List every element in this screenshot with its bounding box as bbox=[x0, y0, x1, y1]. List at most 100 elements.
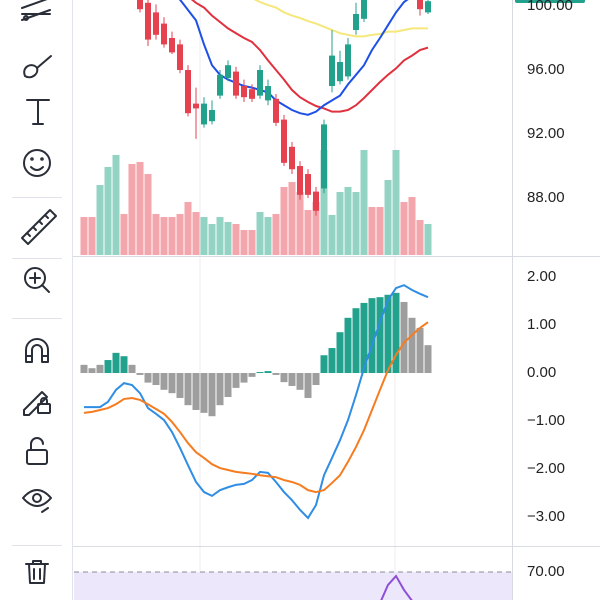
rsi-band bbox=[74, 571, 512, 600]
volume-bar bbox=[320, 150, 328, 255]
volume-bar bbox=[184, 202, 192, 255]
macd-histogram-bar bbox=[152, 373, 160, 386]
volume-bar bbox=[304, 210, 312, 255]
volume-bar bbox=[128, 164, 136, 255]
macd-histogram-bar bbox=[368, 298, 376, 374]
volume-bar bbox=[392, 150, 400, 255]
macd-histogram-bar bbox=[184, 373, 192, 406]
tool-magnet[interactable] bbox=[25, 338, 49, 363]
volume-bar bbox=[120, 214, 128, 255]
macd-histogram-bar bbox=[424, 345, 432, 374]
toolbar bbox=[12, 0, 62, 584]
candle-body bbox=[265, 86, 271, 101]
indicator-line bbox=[253, 0, 428, 38]
macd-histogram-bar bbox=[288, 373, 296, 386]
volume-bar bbox=[96, 185, 104, 255]
candle-body bbox=[153, 12, 159, 35]
tool-text[interactable] bbox=[26, 99, 50, 125]
tool-zoom[interactable] bbox=[24, 267, 50, 293]
y-tick-label: 0.00 bbox=[527, 364, 556, 381]
macd-histogram-bar bbox=[264, 371, 272, 374]
candle-body bbox=[417, 0, 423, 10]
pane bbox=[80, 0, 432, 255]
candle-body bbox=[313, 191, 319, 211]
macd-histogram-bar bbox=[136, 373, 144, 375]
macd-histogram-bar bbox=[80, 364, 88, 374]
macd-histogram-bar bbox=[208, 373, 216, 417]
tool-lock[interactable] bbox=[26, 437, 48, 465]
tool-ruler[interactable] bbox=[21, 209, 57, 245]
y-tick-label: 92.00 bbox=[527, 125, 565, 142]
volume-bar bbox=[296, 192, 304, 255]
macd-histogram-bar bbox=[248, 373, 256, 377]
candle-body bbox=[425, 1, 431, 13]
macd-histogram-bar bbox=[352, 308, 360, 374]
macd-histogram-bar bbox=[232, 373, 240, 388]
tool-brush[interactable] bbox=[23, 55, 52, 79]
volume-bar bbox=[144, 174, 152, 255]
volume-bar bbox=[256, 212, 264, 255]
candle-body bbox=[193, 103, 199, 109]
volume-bar bbox=[312, 202, 320, 255]
macd-histogram-bar bbox=[128, 364, 136, 374]
macd-histogram-bar bbox=[216, 373, 224, 406]
volume-bar bbox=[272, 214, 280, 255]
volume-bar bbox=[336, 192, 344, 255]
volume-bar bbox=[360, 150, 368, 255]
indicator-line bbox=[380, 574, 413, 600]
candle-body bbox=[345, 44, 351, 77]
volume-bar bbox=[288, 182, 296, 255]
tool-lines[interactable] bbox=[21, 0, 51, 21]
indicator-line bbox=[178, 0, 409, 116]
tool-emoji[interactable] bbox=[23, 149, 51, 177]
candle-body bbox=[217, 74, 223, 96]
candle-body bbox=[257, 70, 263, 96]
candle-body bbox=[321, 124, 327, 189]
macd-histogram-bar bbox=[304, 373, 312, 398]
volume-bar bbox=[368, 207, 376, 255]
indicator-line bbox=[84, 284, 429, 520]
candle-body bbox=[169, 38, 175, 53]
tool-delete[interactable] bbox=[25, 560, 49, 584]
candle-body bbox=[177, 44, 183, 71]
volume-bar bbox=[264, 217, 272, 255]
macd-histogram-bar bbox=[160, 373, 168, 390]
volume-bar bbox=[240, 230, 248, 255]
volume-bar bbox=[328, 215, 336, 255]
volume-bar bbox=[176, 214, 184, 255]
volume-bar bbox=[88, 217, 96, 255]
macd-histogram-bar bbox=[168, 373, 176, 394]
macd-histogram-bar bbox=[256, 372, 264, 374]
volume-bar bbox=[192, 212, 200, 255]
candle-body bbox=[161, 23, 167, 45]
volume-bar bbox=[160, 217, 168, 255]
macd-histogram-bar bbox=[384, 294, 392, 374]
macd-histogram-bar bbox=[320, 355, 328, 374]
macd-histogram-bar bbox=[344, 317, 352, 374]
macd-histogram-bar bbox=[312, 373, 320, 386]
volume-bar bbox=[424, 224, 432, 255]
volume-bar bbox=[416, 220, 424, 255]
macd-histogram-bar bbox=[392, 292, 400, 374]
candle-body bbox=[281, 119, 287, 163]
y-tick-label: 1.00 bbox=[527, 316, 556, 333]
candle-body bbox=[297, 166, 303, 195]
macd-histogram-bar bbox=[416, 327, 424, 374]
macd-histogram-bar bbox=[200, 373, 208, 413]
pane bbox=[74, 571, 512, 600]
candle-body bbox=[233, 71, 239, 96]
candle-body bbox=[353, 14, 359, 31]
macd-histogram-bar bbox=[88, 368, 96, 374]
volume-bar bbox=[400, 202, 408, 255]
volume-bar bbox=[224, 222, 232, 255]
volume-bar bbox=[112, 155, 120, 255]
y-tick-label: 70.00 bbox=[527, 563, 565, 580]
tool-lock-drawing[interactable] bbox=[23, 391, 51, 416]
macd-histogram-bar bbox=[240, 373, 248, 383]
macd-histogram-bar bbox=[120, 356, 128, 374]
candle-body bbox=[249, 89, 255, 99]
tool-visibility[interactable] bbox=[22, 489, 52, 513]
macd-histogram-bar bbox=[176, 373, 184, 398]
candle-body bbox=[361, 0, 367, 19]
y-tick-label: 2.00 bbox=[527, 268, 556, 285]
